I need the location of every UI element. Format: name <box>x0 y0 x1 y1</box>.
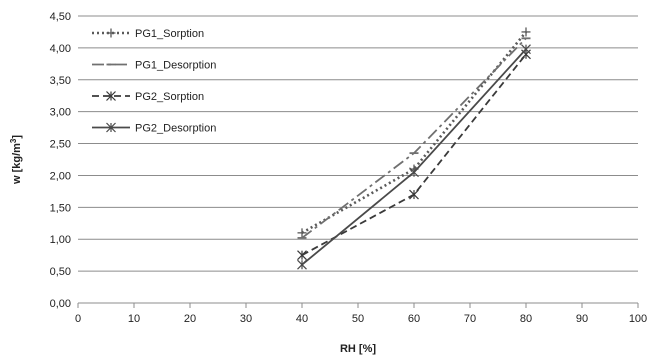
y-tick-label: 2,00 <box>50 170 71 182</box>
x-tick-label: 30 <box>240 313 252 325</box>
x-tick-label: 0 <box>75 313 81 325</box>
grid <box>78 15 638 304</box>
y-tick-label: 3,50 <box>50 75 71 87</box>
data-point <box>409 189 419 200</box>
x-tick-label: 10 <box>128 313 140 325</box>
series-lines <box>297 27 531 270</box>
x-tick-label: 20 <box>184 313 196 325</box>
y-tick-label: 0,00 <box>50 298 71 310</box>
legend-marker <box>106 122 116 133</box>
y-tick-label: 1,50 <box>50 202 71 214</box>
axes: 0,00 0,50 1,00 1,50 2,00 2,50 3,00 3,50 4,00 4,50… <box>50 11 648 325</box>
y-tick-label: 4,50 <box>50 11 71 23</box>
legend-marker <box>106 91 116 101</box>
legend: PG1_Sorption PG1_Desorption PG2_Sorption PG… <box>92 28 216 135</box>
data-point <box>297 250 307 261</box>
legend-label: PG2_Sorption <box>135 91 204 103</box>
x-tick-label: 80 <box>520 313 532 325</box>
x-tick-label: 100 <box>629 313 647 325</box>
series-line-pg1-desorption <box>301 37 527 239</box>
data-point <box>521 44 531 55</box>
y-tick-label: 4,00 <box>50 43 71 55</box>
x-tick-label: 40 <box>296 313 308 325</box>
y-tick-label: 1,00 <box>50 234 71 246</box>
legend-label: PG1_Sorption <box>135 28 204 40</box>
y-axis-title: w [kg/m3] <box>9 135 24 185</box>
data-point <box>521 27 531 37</box>
data-point <box>297 259 307 270</box>
data-point <box>297 228 307 238</box>
y-tick-label: 0,50 <box>50 266 71 278</box>
x-tick-label: 60 <box>408 313 420 325</box>
y-tick-label: 3,00 <box>50 107 71 119</box>
legend-label: PG1_Desorption <box>135 60 216 72</box>
series-line-pg2-sorption <box>301 53 527 256</box>
y-tick-label: 2,50 <box>50 139 71 151</box>
x-axis-title: RH [%] <box>340 343 376 355</box>
x-tick-label: 50 <box>352 313 364 325</box>
legend-marker <box>106 28 116 38</box>
legend-label: PG2_Desorption <box>135 123 216 135</box>
series-line-pg2-desorption <box>301 48 527 266</box>
series-line-pg1-sorption <box>301 31 528 234</box>
x-tick-label: 70 <box>464 313 476 325</box>
data-point <box>409 167 419 178</box>
x-tick-label: 90 <box>576 313 588 325</box>
